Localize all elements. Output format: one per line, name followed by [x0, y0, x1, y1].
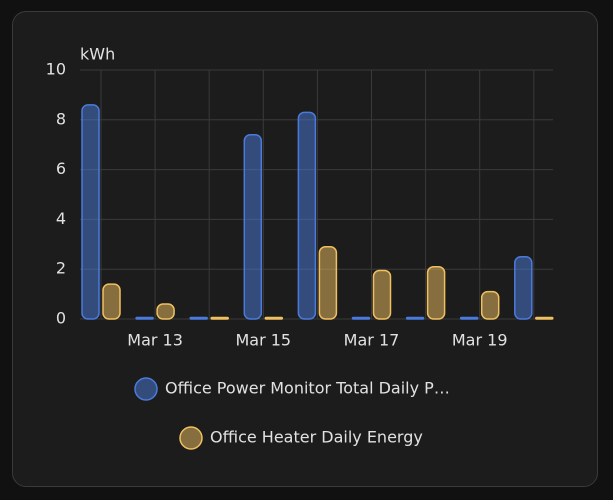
bar — [210, 316, 229, 320]
legend-label: Office Heater Daily Energy — [210, 428, 423, 447]
bar — [459, 316, 479, 320]
bar — [405, 316, 425, 320]
legend-swatch — [179, 426, 203, 450]
bar — [318, 246, 338, 320]
bar — [351, 316, 371, 320]
bar — [535, 316, 554, 320]
bar — [480, 290, 500, 320]
bar — [135, 316, 154, 320]
x-tick-label: Mar 17 — [344, 331, 400, 350]
legend-swatch — [134, 377, 158, 401]
y-tick-label: 2 — [56, 259, 66, 278]
y-tick-label: 6 — [56, 159, 66, 178]
bar — [102, 283, 121, 320]
y-tick-label: 10 — [46, 60, 66, 79]
x-tick-label: Mar 19 — [452, 331, 508, 350]
x-tick-label: Mar 13 — [127, 331, 183, 350]
bar — [264, 316, 284, 320]
bar — [514, 256, 533, 320]
bar — [372, 269, 392, 320]
bar — [156, 303, 175, 320]
bar — [426, 265, 446, 320]
bar — [297, 111, 317, 320]
y-axis-label: kWh — [80, 45, 115, 64]
y-tick-label: 4 — [56, 209, 66, 228]
y-tick-label: 0 — [56, 309, 66, 328]
bar — [243, 133, 263, 320]
legend-label: Office Power Monitor Total Daily P… — [165, 379, 450, 398]
x-tick-label: Mar 15 — [235, 331, 291, 350]
bar — [189, 316, 208, 320]
y-tick-label: 8 — [56, 109, 66, 128]
bar — [81, 104, 100, 320]
